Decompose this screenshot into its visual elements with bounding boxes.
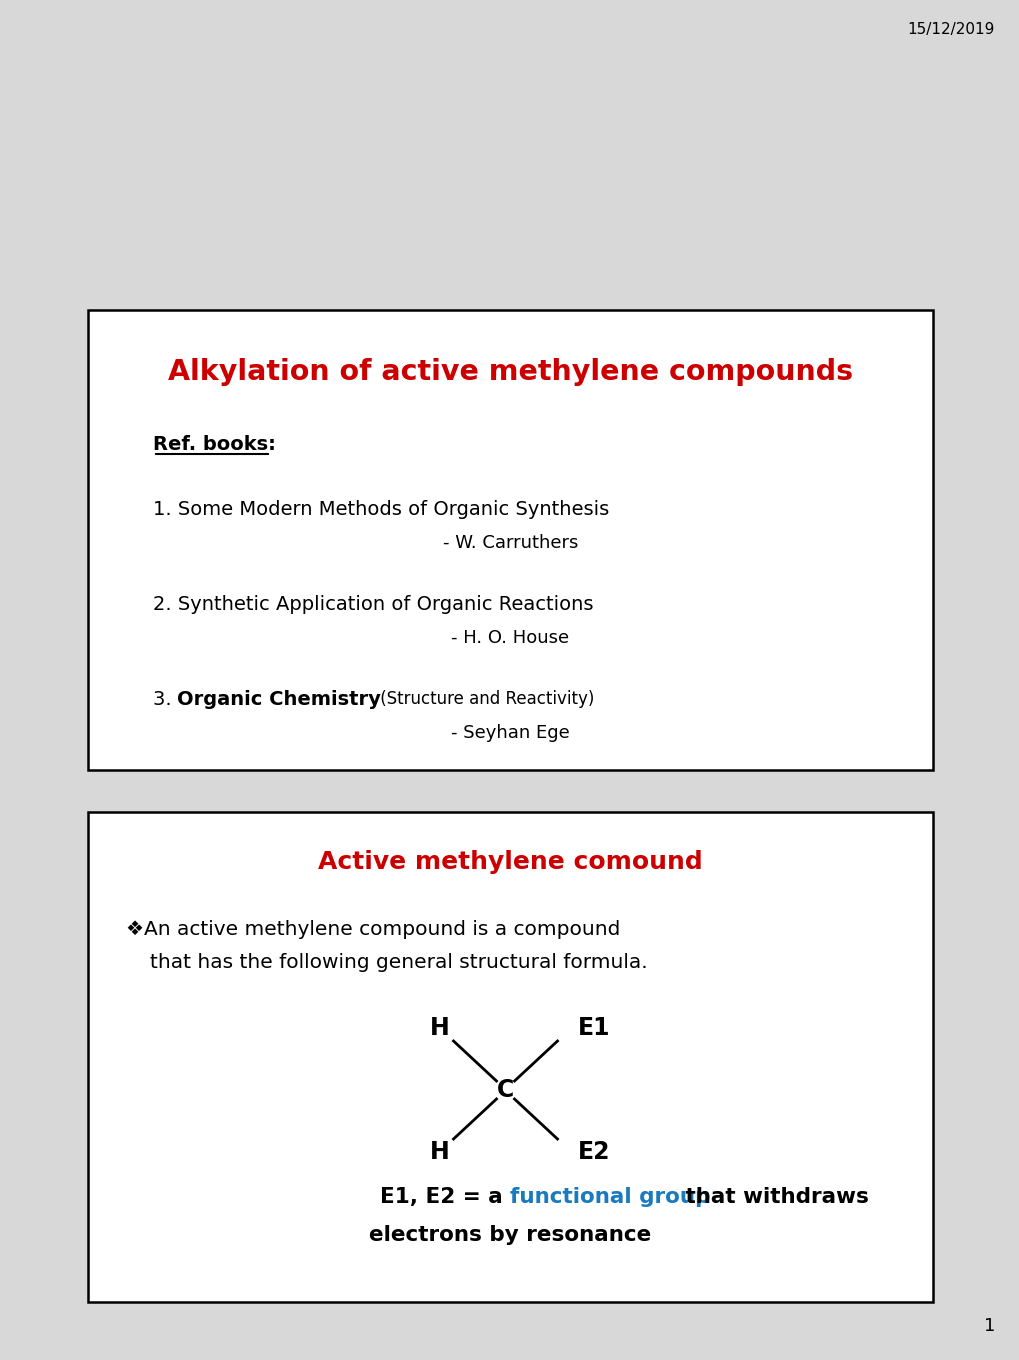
Text: - Seyhan Ege: - Seyhan Ege xyxy=(450,724,570,743)
Text: C: C xyxy=(496,1078,514,1102)
Text: 1: 1 xyxy=(982,1316,994,1336)
Text: 3.: 3. xyxy=(153,690,177,709)
Text: functional group: functional group xyxy=(510,1187,710,1208)
Text: Alkylation of active methylene compounds: Alkylation of active methylene compounds xyxy=(168,358,852,386)
Bar xyxy=(88,812,932,1302)
Text: - H. O. House: - H. O. House xyxy=(451,628,569,647)
Text: E1: E1 xyxy=(577,1016,609,1040)
Text: that withdraws: that withdraws xyxy=(678,1187,868,1208)
Text: - W. Carruthers: - W. Carruthers xyxy=(442,534,578,552)
Text: Active methylene comound: Active methylene comound xyxy=(318,850,702,874)
Text: H: H xyxy=(429,1140,449,1164)
Text: Ref. books:: Ref. books: xyxy=(153,435,275,454)
Text: Organic Chemistry: Organic Chemistry xyxy=(177,690,380,709)
Text: ❖An active methylene compound is a compound: ❖An active methylene compound is a compo… xyxy=(126,919,620,938)
Bar xyxy=(88,310,932,770)
Text: 15/12/2019: 15/12/2019 xyxy=(907,22,994,37)
Text: 2. Synthetic Application of Organic Reactions: 2. Synthetic Application of Organic Reac… xyxy=(153,596,593,613)
Text: H: H xyxy=(429,1016,449,1040)
Text: (Structure and Reactivity): (Structure and Reactivity) xyxy=(375,690,594,709)
Text: E1, E2 = a: E1, E2 = a xyxy=(380,1187,510,1208)
Text: electrons by resonance: electrons by resonance xyxy=(369,1225,651,1244)
Text: that has the following general structural formula.: that has the following general structura… xyxy=(150,953,647,972)
Text: E2: E2 xyxy=(577,1140,609,1164)
Text: 1. Some Modern Methods of Organic Synthesis: 1. Some Modern Methods of Organic Synthe… xyxy=(153,500,608,520)
